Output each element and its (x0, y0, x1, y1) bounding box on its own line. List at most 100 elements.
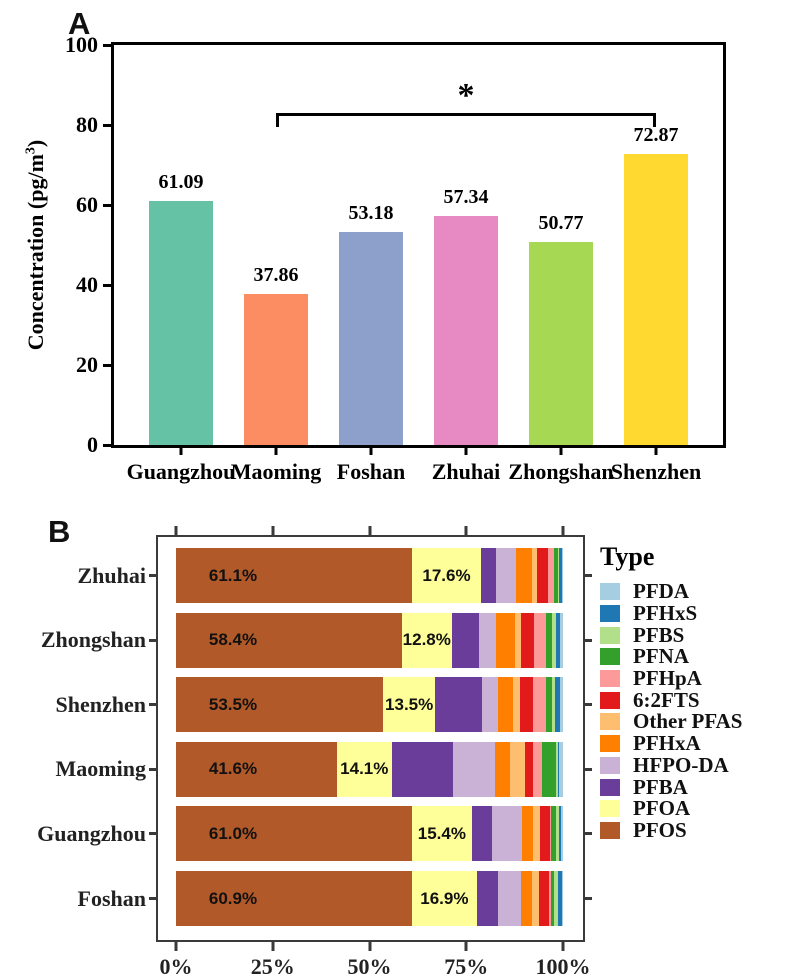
panel-a-y-tick-label: 60 (76, 192, 98, 217)
stacked-bar-zhongshan: 58.4% 12.8% (176, 612, 563, 668)
panel-b-y-label-guangzhou: Guangzhou (37, 820, 146, 846)
panel-a-x-tick-shenzhen (654, 446, 658, 455)
panel-b-y-tick-right-maoming (585, 767, 592, 771)
segment-pfoa (412, 806, 472, 862)
panel-b-x-tick-bottom (271, 942, 275, 951)
segment-pfhxa (497, 677, 514, 733)
panel-b-y-tick-right-foshan (585, 897, 592, 900)
legend-item-pfoa: PFOA (600, 796, 742, 821)
panel-a-x-label-zhuhai: Zhuhai (431, 459, 501, 484)
segment-pfoa (336, 741, 392, 797)
legend-swatch-pfna (600, 648, 620, 666)
segment-label-pfoa-maoming: 14.1% (340, 759, 389, 779)
segment-pfhxa (494, 741, 510, 797)
segment-other-pfas (509, 741, 526, 797)
segment-label-pfos-guangzhou: 61.0% (208, 823, 258, 843)
panel-b-label: B (48, 514, 71, 549)
panel-a-x-tick-foshan (369, 446, 373, 455)
segment-6-2fts (539, 806, 550, 862)
segment-label-pfoa-guangzhou: 15.4% (417, 823, 466, 843)
panel-a-y-tick-label: 100 (65, 32, 98, 57)
panel-a-x-tick-zhongshan (559, 446, 563, 455)
segment-pfhxs (555, 677, 560, 733)
legend: Type PFDA PFHxS PFBS PFNA PFHpA 6:2FTS Other P… (600, 542, 742, 842)
segment-pfoa (402, 612, 452, 668)
panel-a-label: A (68, 6, 91, 41)
segment-label-pfos-zhuhai: 61.1% (208, 565, 258, 585)
panel-a-y-tick (103, 443, 112, 447)
legend-item-pfos: PFOS (600, 817, 742, 842)
legend-swatch-other-pfas (600, 713, 620, 731)
panel-a-x-label-foshan: Foshan (336, 459, 406, 484)
segment-6-2fts (521, 612, 535, 668)
segment-pfos (176, 871, 412, 926)
panel-a-y-axis-title: Concentration (pg/m3) (23, 140, 49, 350)
bar-zhuhai (434, 215, 498, 445)
segment-label-pfos-shenzhen: 53.5% (208, 694, 258, 714)
segment-label-pfoa-foshan: 16.9% (420, 888, 469, 908)
segment-pfhxs (556, 612, 560, 668)
panel-b-y-tick-right-zhuhai (585, 574, 592, 577)
segment-pfbs (555, 806, 560, 862)
segment-hfpo-da (497, 871, 521, 926)
legend-swatch-pfbs (600, 626, 620, 644)
panel-a-y-tick (103, 43, 112, 47)
panel-a-y-tick-label: 80 (76, 112, 98, 137)
segment-pfbs (557, 548, 560, 603)
segment-pfos (176, 806, 413, 862)
segment-hfpo-da (491, 806, 523, 862)
segment-other-pfas (533, 806, 540, 862)
legend-item-pfda: PFDA (600, 579, 742, 603)
segment-pfhpa (547, 548, 555, 603)
panel-b-y-tick-left-guangzhou (149, 832, 156, 836)
segment-pfhxs (559, 548, 562, 603)
panel-a-y-tick-label: 40 (76, 272, 98, 297)
legend-item-pfna: PFNA (600, 644, 742, 669)
legend-label-pfna: PFNA (633, 644, 689, 669)
segment-other-pfas (513, 677, 520, 733)
legend-swatch-pfhpa (600, 670, 620, 688)
panel-a-y-tick (103, 123, 112, 127)
panel-b-x-label: 100% (535, 954, 591, 976)
bar-maoming (244, 293, 308, 445)
panel-a-y-tick (103, 283, 112, 287)
panel-b-x-tick-top (368, 526, 371, 535)
panel-a-y-tick (103, 363, 112, 367)
legend-label-pfbs: PFBS (633, 622, 685, 647)
panel-b-plot: 61.1% 17.6% Zhuhai 58.4% 12.8% Zhongshan 53.5%… (37, 526, 592, 976)
panel-b-x-label: 75% (444, 954, 489, 976)
segment-label-pfoa-zhuhai: 17.6% (422, 565, 471, 585)
legend-item-pfhxs: PFHxS (600, 601, 742, 625)
segment-pfba (451, 612, 479, 668)
bar-shenzhen (624, 153, 688, 445)
legend-label-pfoa: PFOA (633, 796, 691, 821)
segment-label-pfos-maoming: 41.6% (208, 759, 258, 779)
legend-swatch-pfda (600, 583, 620, 601)
segment-pfbs (556, 741, 558, 797)
legend-label-pfos: PFOS (633, 817, 687, 842)
segment-pfoa (411, 871, 478, 926)
bar-value-label-shenzhen: 72.87 (633, 123, 679, 146)
panel-a-y-tick-label: 20 (76, 352, 98, 377)
panel-b-x-label: 50% (347, 954, 392, 976)
segment-pfba (480, 548, 496, 603)
legend-title: Type (600, 542, 655, 571)
legend-swatch-pfba (600, 778, 620, 796)
panel-b-x-tick-top (464, 526, 468, 535)
segment-pfhxs (559, 806, 561, 862)
legend-items: PFDA PFHxS PFBS PFNA PFHpA 6:2FTS Other PFAS PF… (600, 579, 742, 842)
legend-item-6-2fts: 6:2FTS (600, 688, 742, 712)
panel-a-y-tick-label: 0 (87, 432, 98, 457)
segment-pfhxs (557, 871, 562, 926)
y-title-superscript: 3 (23, 147, 39, 155)
segment-pfna (542, 741, 557, 797)
panel-b-y-tick-left-zhuhai (149, 574, 156, 577)
stacked-bar-foshan: 60.9% 16.9% (176, 871, 563, 926)
panel-b-y-label-maoming: Maoming (55, 756, 146, 782)
segment-other-pfas (531, 548, 537, 603)
segment-pfna (550, 871, 555, 926)
stacked-bar-maoming: 41.6% 14.1% (176, 741, 563, 797)
panel-b-x-tick-bottom (368, 942, 371, 951)
segment-pfos (176, 612, 402, 668)
